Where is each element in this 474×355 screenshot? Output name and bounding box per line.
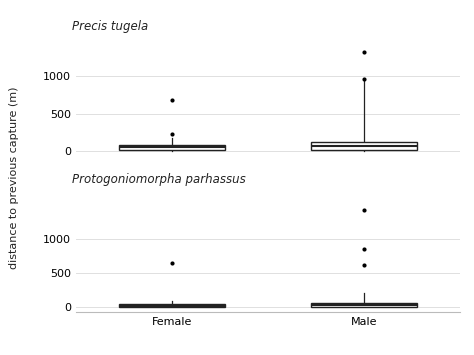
Bar	[311, 142, 417, 150]
Bar	[119, 304, 225, 307]
Text: Protogoniomorpha parhassus: Protogoniomorpha parhassus	[72, 173, 246, 186]
Bar	[311, 303, 417, 307]
Bar	[119, 145, 225, 150]
Text: Precis tugela: Precis tugela	[72, 21, 148, 33]
Text: distance to previous capture (m): distance to previous capture (m)	[9, 86, 19, 269]
